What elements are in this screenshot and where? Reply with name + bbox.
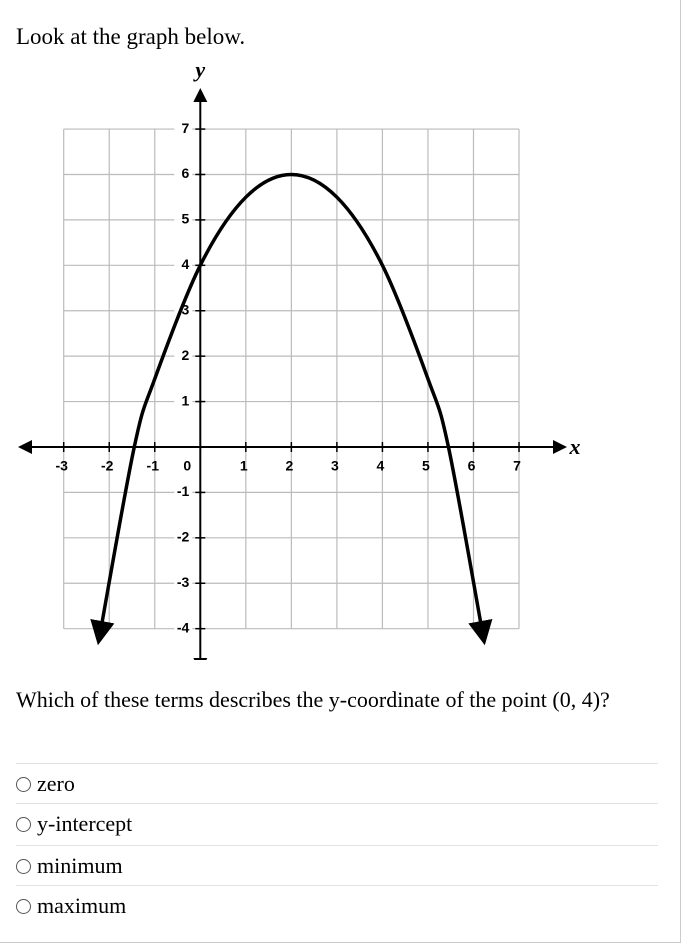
option[interactable]: minimum: [16, 845, 658, 886]
x-tick-label: 1: [240, 458, 248, 474]
x-tick-label: -3: [55, 458, 68, 474]
x-tick-label: 7: [513, 458, 521, 474]
y-tick-label: -4: [177, 619, 190, 635]
option-label: minimum: [37, 853, 123, 878]
option[interactable]: y-intercept: [16, 803, 658, 844]
tick-label-bg: [174, 574, 193, 593]
x-tick-label: -2: [101, 458, 114, 474]
y-tick-label: 1: [182, 392, 190, 408]
radio-button[interactable]: [16, 776, 31, 792]
y-tick-label: 3: [182, 301, 190, 317]
y-tick-label: 5: [182, 211, 190, 227]
tick-label-bg: [174, 165, 193, 184]
tick-label-bg: [174, 483, 193, 502]
tick-label-bg: [174, 256, 193, 275]
curve: [90, 172, 493, 646]
y-tick-label: -1: [177, 483, 190, 499]
graph: -3 -2 -1 0 1 2 3 4 5 6 7 -4 -3 -2 -1 1 2 3 4 5 6 7 x y: [18, 60, 581, 660]
radio-button[interactable]: [16, 898, 31, 914]
y-tick-label: 4: [182, 256, 190, 272]
frame: [0, 0, 681, 943]
option[interactable]: zero: [16, 763, 658, 804]
x-tick-label: 3: [331, 458, 339, 474]
tick-label-bg: [174, 120, 193, 139]
radio-button[interactable]: [16, 858, 31, 874]
option-label: y-intercept: [37, 811, 133, 836]
x-tick-label: 2: [285, 458, 293, 474]
y-tick-label: -2: [177, 529, 190, 545]
y-tick-label: 2: [182, 347, 190, 363]
x-tick-label: -1: [147, 458, 160, 474]
x-tick-label: 6: [468, 458, 476, 474]
tick-label-bg: [174, 392, 193, 411]
question: Which of these terms describes the y-coo…: [16, 687, 610, 712]
option[interactable]: maximum: [16, 885, 658, 926]
x-tick-label: 0: [183, 458, 191, 474]
x-axis-label: x: [569, 434, 581, 459]
y-tick-label: 6: [182, 165, 190, 181]
tick-label-bg: [174, 528, 193, 547]
x-tick-label: 4: [377, 458, 385, 474]
tick-label-bg: [174, 347, 193, 366]
y-axis-label: y: [192, 60, 205, 82]
option-label: maximum: [37, 893, 127, 918]
title: Look at the graph below.: [16, 24, 246, 49]
option-label: zero: [37, 771, 75, 796]
y-tick-label: 7: [182, 120, 190, 136]
tick-label-bg: [174, 210, 193, 229]
radio-button[interactable]: [16, 816, 31, 832]
x-tick-label: 5: [422, 458, 430, 474]
y-tick-label: -3: [177, 574, 190, 590]
